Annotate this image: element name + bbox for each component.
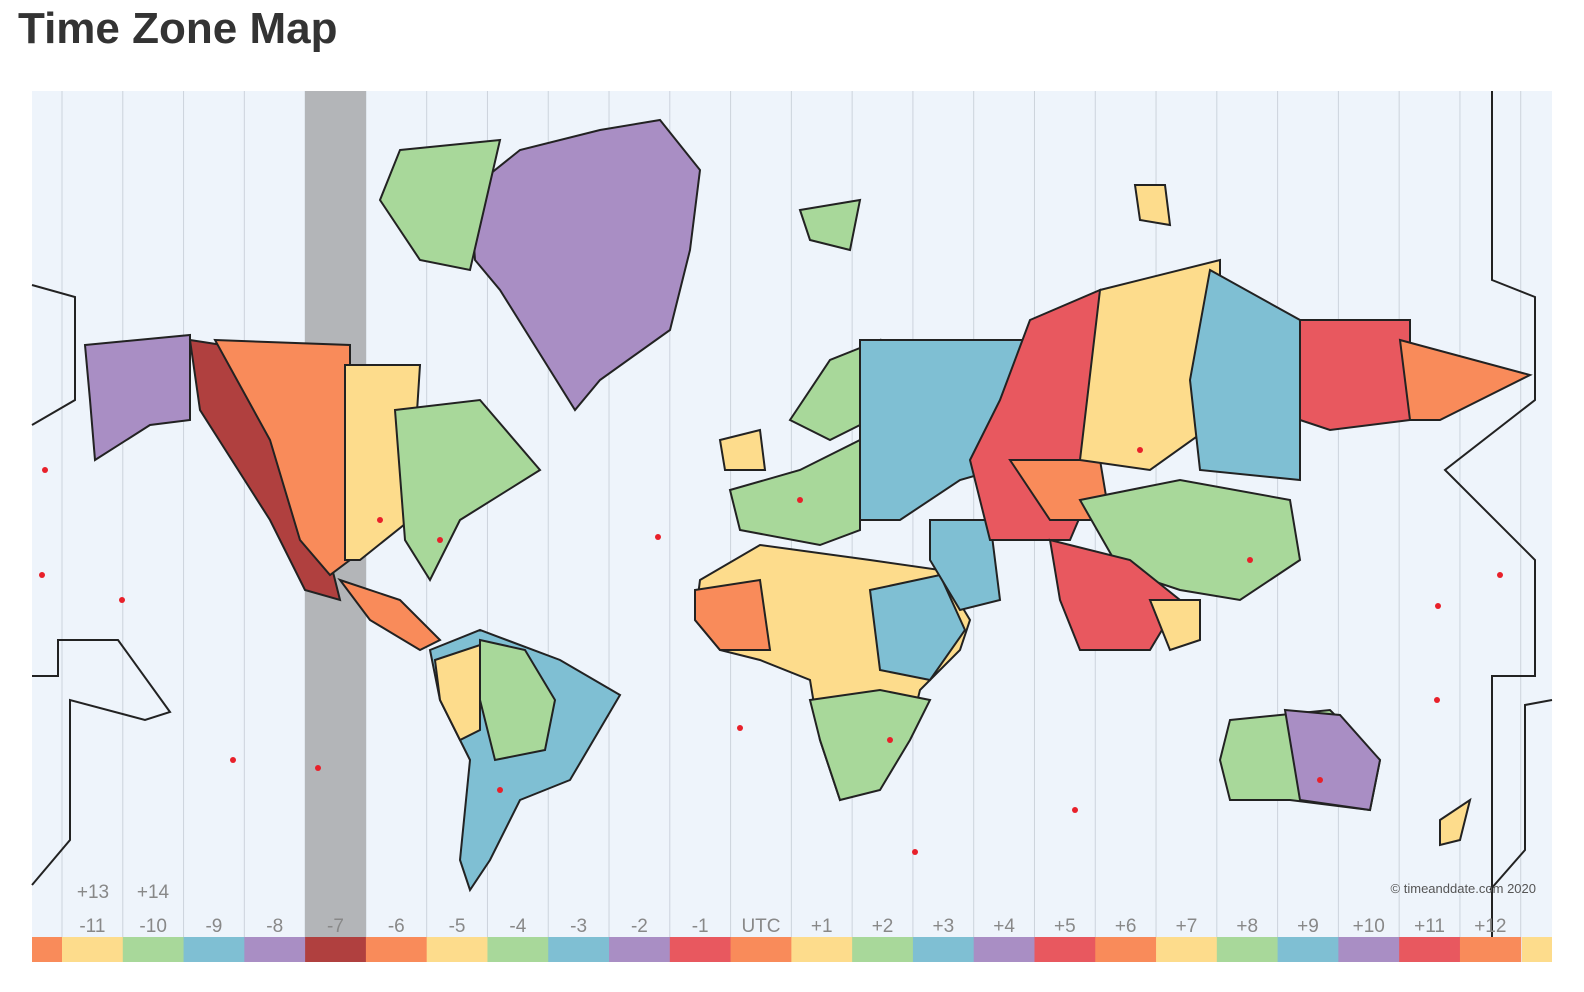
date-line bbox=[31, 91, 1553, 962]
zone-label: +11 bbox=[1414, 916, 1445, 937]
zone-cell bbox=[669, 937, 732, 962]
zone-label: +7 bbox=[1176, 916, 1198, 937]
zone-cell bbox=[973, 937, 1035, 962]
zone-label: -8 bbox=[266, 916, 283, 937]
zone-label: -5 bbox=[449, 916, 466, 937]
zone-label: +10 bbox=[1353, 916, 1385, 937]
zone-cell bbox=[791, 937, 853, 962]
zone-label: +5 bbox=[1054, 916, 1076, 937]
zone-cell bbox=[32, 937, 62, 962]
zone-cell bbox=[1522, 937, 1552, 962]
copyright: © timeanddate.com 2020 bbox=[1391, 881, 1536, 896]
zone-label: +9 bbox=[1297, 916, 1319, 937]
page-title: Time Zone Map bbox=[18, 4, 338, 53]
zone-label: -6 bbox=[388, 916, 405, 937]
zone-cell bbox=[1095, 937, 1157, 962]
zone-cell bbox=[305, 937, 367, 962]
zone-cell bbox=[609, 937, 671, 962]
zone-cell bbox=[730, 937, 792, 962]
zone-cell bbox=[1459, 937, 1522, 962]
zone-label: +4 bbox=[993, 916, 1015, 937]
zone-cell bbox=[1216, 937, 1279, 962]
zone-cell bbox=[426, 937, 488, 962]
zone-cell bbox=[365, 937, 428, 962]
zone-cell bbox=[1034, 937, 1096, 962]
zone-label: -1 bbox=[692, 916, 709, 937]
zone-label: -9 bbox=[205, 916, 222, 937]
zone-label: +12 bbox=[1474, 916, 1506, 937]
continents bbox=[83, 118, 1533, 893]
zone-label: +14 bbox=[137, 882, 170, 903]
zone-label: -4 bbox=[509, 916, 526, 937]
zone-cell bbox=[487, 937, 549, 962]
zone-label: +2 bbox=[872, 916, 894, 937]
zone-label: +6 bbox=[1115, 916, 1137, 937]
zone-cell bbox=[62, 937, 124, 962]
zone-label: UTC bbox=[741, 916, 780, 937]
zone-cell bbox=[1338, 937, 1400, 962]
zone-cell bbox=[912, 937, 975, 962]
zone-cell bbox=[1399, 937, 1461, 962]
zone-cell bbox=[183, 937, 245, 962]
zone-cell bbox=[1156, 937, 1218, 962]
zone-label: -11 bbox=[79, 916, 105, 937]
zone-cell bbox=[1277, 937, 1339, 962]
city-dots bbox=[39, 447, 1503, 855]
zone-label: +13 bbox=[77, 882, 109, 903]
zone-cell bbox=[548, 937, 610, 962]
zone-cell bbox=[122, 937, 185, 962]
zone-label: +3 bbox=[932, 916, 954, 937]
zone-label: +1 bbox=[811, 916, 833, 937]
zone-label: -10 bbox=[139, 916, 166, 937]
zone-cell bbox=[244, 937, 306, 962]
zone-cell bbox=[852, 937, 914, 962]
zone-label: +8 bbox=[1236, 916, 1258, 937]
zone-label: -7 bbox=[327, 916, 344, 937]
zone-label: -3 bbox=[570, 916, 587, 937]
zone-label: -2 bbox=[631, 916, 648, 937]
